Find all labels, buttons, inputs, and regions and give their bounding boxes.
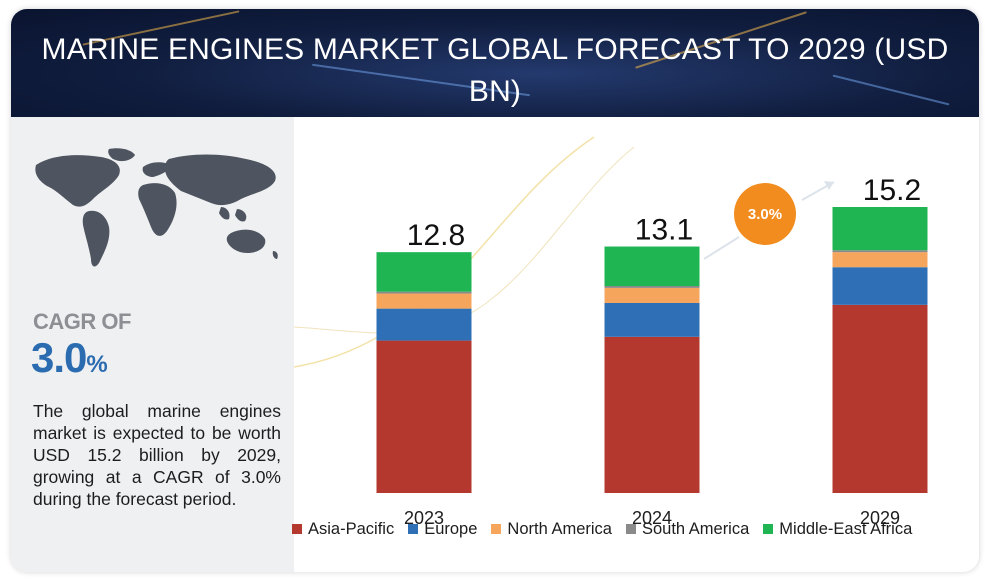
infographic-card: MARINE ENGINES MARKET GLOBAL FORECAST TO… xyxy=(11,9,979,572)
legend-swatch xyxy=(763,524,774,534)
legend-swatch xyxy=(408,524,419,534)
decorative-curve xyxy=(294,146,635,334)
x-axis: 2023 2024 2029 xyxy=(404,508,900,528)
world-map-icon xyxy=(35,148,278,267)
bar-segment-north-america-2029 xyxy=(832,252,928,268)
bar-segment-europe-2024 xyxy=(604,302,700,337)
legend-label: South America xyxy=(641,519,750,538)
cagr-label: CAGR OF xyxy=(33,309,131,334)
legend-swatch xyxy=(491,524,502,534)
x-tick-label-2029: 2029 xyxy=(860,508,900,528)
bar-segment-asia-pacific-2024 xyxy=(604,336,700,493)
bar-segment-asia-pacific-2029 xyxy=(832,304,928,493)
legend-label: Asia-Pacific xyxy=(308,519,395,538)
cagr-number: 3.0 xyxy=(31,334,87,381)
bars-group xyxy=(376,207,928,493)
legend-swatch xyxy=(625,524,636,534)
legend-item-south-america: South America xyxy=(625,519,750,539)
legend-label: Middle-East Africa xyxy=(779,519,913,538)
bar-segment-europe-2023 xyxy=(376,308,472,341)
title-banner: MARINE ENGINES MARKET GLOBAL FORECAST TO… xyxy=(11,9,979,117)
bar-segment-europe-2029 xyxy=(832,267,928,305)
cagr-badge: 3.0% xyxy=(734,183,796,245)
bar-segment-asia-pacific-2023 xyxy=(376,340,472,493)
legend-label: North America xyxy=(507,519,612,538)
total-label-2029: 15.2 xyxy=(863,174,921,207)
legend-item-asia-pacific: Asia-Pacific xyxy=(292,520,394,539)
bar-segment-north-america-2023 xyxy=(376,293,472,309)
stacked-bar-chart: 12.8 13.1 15.2 2023 2024 2029 xyxy=(294,136,928,528)
legend-item-europe: Europe xyxy=(408,520,477,539)
summary-panel: CAGR OF 3.0% The global marine engines m… xyxy=(11,117,294,572)
labels-group: 12.8 13.1 15.2 xyxy=(407,174,921,252)
market-summary-text: The global marine engines market is expe… xyxy=(33,401,281,509)
x-tick-label-2023: 2023 xyxy=(404,508,444,528)
legend-swatch xyxy=(292,524,302,534)
bar-segment-south-america-2029 xyxy=(832,250,928,253)
cagr-unit: % xyxy=(86,351,107,378)
total-label-2023: 12.8 xyxy=(407,219,465,252)
legend-item-north-america: North America xyxy=(491,520,612,539)
trend-arrow-line xyxy=(703,236,740,260)
cagr-value: 3.0% xyxy=(31,334,108,382)
legend-label: Europe xyxy=(424,519,478,538)
total-label-2024: 13.1 xyxy=(635,214,693,247)
chart-legend: Asia-Pacific Europe North America South Ame… xyxy=(292,518,912,540)
bar-segment-middle-east-africa-2024 xyxy=(604,246,700,287)
bar-segment-middle-east-africa-2029 xyxy=(832,207,928,251)
page-title: MARINE ENGINES MARKET GLOBAL FORECAST TO… xyxy=(41,33,949,108)
trend-arrow-head xyxy=(824,181,834,190)
legend-item-middle-east-africa: Middle-East Africa xyxy=(763,520,912,539)
bar-segment-south-america-2024 xyxy=(604,286,700,288)
x-tick-label-2024: 2024 xyxy=(632,508,672,528)
bar-segment-middle-east-africa-2023 xyxy=(376,252,472,292)
bar-segment-south-america-2023 xyxy=(376,291,472,294)
bar-segment-north-america-2024 xyxy=(604,287,700,303)
